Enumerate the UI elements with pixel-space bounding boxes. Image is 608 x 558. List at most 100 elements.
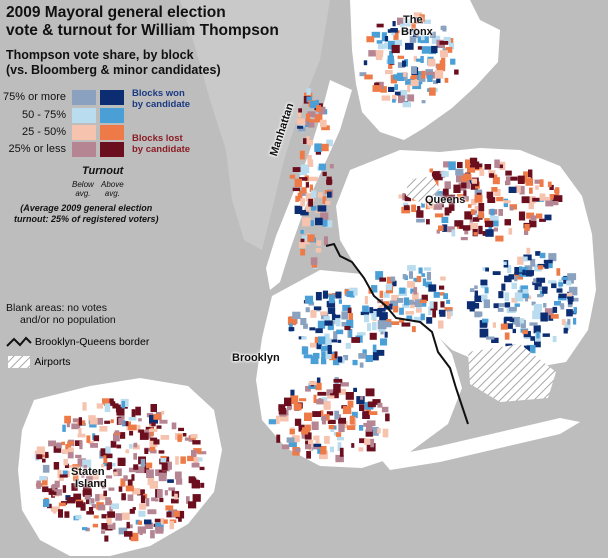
block-cell [338, 424, 345, 433]
block-cell [377, 308, 386, 312]
block-cell [112, 403, 119, 409]
block-cell [505, 323, 513, 329]
block-cell [478, 203, 485, 212]
block-cell [83, 465, 87, 472]
block-cell [146, 462, 153, 469]
block-cell [132, 507, 136, 511]
block-cell [359, 425, 364, 431]
block-cell [171, 489, 175, 497]
block-cell [421, 70, 426, 79]
block-cell [547, 181, 552, 188]
block-cell [300, 164, 310, 174]
block-cell [50, 506, 60, 512]
block-cell [429, 168, 433, 173]
block-cell [470, 209, 475, 215]
block-cell [469, 157, 478, 164]
block-cell [441, 57, 446, 67]
block-cell [321, 415, 327, 425]
block-cell [317, 320, 326, 329]
block-cell [514, 292, 524, 302]
block-cell [405, 78, 413, 85]
block-cell [291, 435, 300, 443]
block-cell [102, 398, 110, 405]
block-cell [268, 419, 277, 425]
block-cell [54, 480, 60, 488]
block-cell [66, 497, 76, 504]
block-cell [550, 314, 559, 319]
block-cell [315, 217, 323, 226]
block-cell [514, 303, 520, 307]
block-cell [150, 530, 155, 539]
block-cell [520, 319, 526, 329]
block-cell [434, 177, 439, 187]
below-line-2: avg. [75, 189, 91, 198]
block-cell [455, 168, 464, 176]
block-cell [105, 446, 111, 454]
block-cell [334, 410, 339, 420]
block-cell [106, 453, 113, 459]
block-cell [564, 321, 571, 329]
block-cell [399, 90, 408, 99]
block-cell [370, 426, 379, 436]
block-cell [315, 435, 320, 444]
block-cell [418, 267, 423, 274]
staten-line-2: Island [75, 478, 107, 490]
block-cell [118, 417, 124, 425]
block-cell [410, 304, 415, 309]
block-cell [178, 513, 182, 522]
block-cell [155, 526, 164, 534]
block-cell [149, 481, 158, 489]
block-cell [413, 30, 420, 35]
block-cell [72, 464, 80, 472]
block-cell [82, 527, 88, 531]
block-cell [184, 437, 191, 441]
block-cell [522, 289, 529, 298]
block-cell [503, 317, 507, 327]
block-cell [413, 71, 420, 80]
block-cell [377, 320, 387, 330]
block-cell [384, 331, 388, 338]
block-cell [310, 190, 317, 198]
block-cell [121, 493, 126, 501]
block-cell [359, 72, 367, 77]
block-cell [490, 208, 495, 216]
block-cell [411, 204, 416, 213]
block-cell [534, 282, 542, 290]
block-cell [313, 306, 322, 311]
block-cell [145, 498, 150, 507]
block-cell [307, 234, 315, 242]
block-cell [465, 159, 470, 169]
block-cell [301, 336, 307, 340]
block-cell [532, 310, 541, 320]
block-cell [305, 307, 310, 313]
block-cell [397, 55, 405, 59]
block-cell [442, 25, 447, 32]
block-cell [300, 318, 307, 326]
block-cell [346, 425, 356, 430]
block-cell [392, 99, 396, 103]
block-cell [96, 481, 106, 485]
block-cell [57, 469, 62, 479]
block-cell [101, 530, 106, 534]
block-cell [419, 299, 427, 304]
block-cell [88, 441, 94, 445]
block-cell [380, 338, 388, 346]
block-cell [500, 323, 508, 330]
block-cell [504, 302, 511, 308]
block-cell [130, 532, 139, 542]
block-cell [392, 21, 396, 27]
block-cell [303, 237, 311, 245]
block-cell [313, 435, 318, 441]
block-cell [557, 296, 567, 301]
block-cell [114, 430, 120, 434]
block-cell [356, 396, 365, 405]
block-cell [504, 332, 510, 340]
block-cell [493, 227, 498, 232]
legend-row-label: 25% or less [8, 143, 66, 155]
block-cell [150, 404, 157, 413]
block-cell [518, 211, 526, 221]
block-cell [301, 346, 309, 355]
block-cell [45, 451, 49, 459]
block-cell [463, 190, 467, 199]
block-cell [109, 506, 113, 516]
